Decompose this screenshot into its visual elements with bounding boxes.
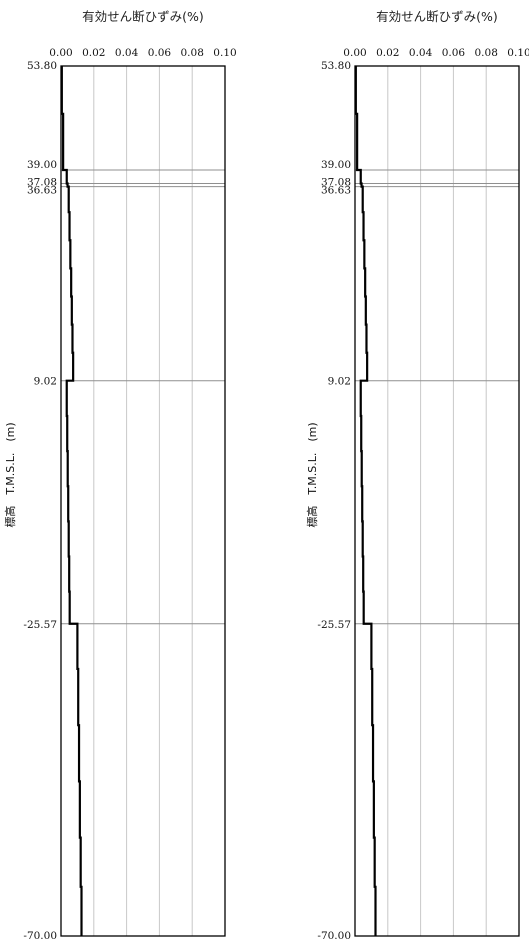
y-tick-label: 37.08 <box>27 176 57 188</box>
chart-title: 有効せん断ひずみ(%) <box>82 9 204 24</box>
x-tick-label: 0.02 <box>82 47 105 59</box>
x-tick-label: 0.00 <box>49 47 72 59</box>
y-tick-label: -70.00 <box>23 930 57 941</box>
x-tick-label: 0.08 <box>181 47 204 59</box>
y-tick-label: 39.00 <box>321 159 351 171</box>
plot-frame <box>354 65 520 937</box>
x-tick-label: 0.06 <box>148 47 172 59</box>
strain-profile-line <box>60 66 83 936</box>
y-tick-label: 39.00 <box>27 159 57 171</box>
chart-title: 有効せん断ひずみ(%) <box>376 9 498 24</box>
y-tick-label: 9.02 <box>328 376 351 388</box>
y-tick-label: -25.57 <box>317 619 351 631</box>
chart-panel-1: 有効せん断ひずみ(%) 0.00 0.02 0.04 0.06 0.08 0.10 53.80… <box>3 9 237 941</box>
y-axis-label: 標高 T.M.S.L. (m) <box>305 422 319 527</box>
y-tick-label: -70.00 <box>317 930 351 941</box>
plot-frame <box>60 65 226 937</box>
x-tick-label: 0.02 <box>376 47 399 59</box>
y-tick-label: 37.08 <box>321 176 351 188</box>
x-tick-label: 0.00 <box>343 47 366 59</box>
x-tick-label: 0.04 <box>115 47 139 59</box>
x-tick-label: 0.08 <box>475 47 498 59</box>
strain-profile-line <box>354 66 377 936</box>
y-tick-label: 36.63 <box>321 185 351 197</box>
x-tick-label: 0.04 <box>409 47 433 59</box>
y-tick-label: 53.80 <box>27 60 57 72</box>
y-tick-label: 53.80 <box>321 60 351 72</box>
x-tick-label: 0.06 <box>442 47 466 59</box>
y-tick-label: 9.02 <box>34 376 57 388</box>
x-tick-label: 0.10 <box>507 47 529 59</box>
x-tick-label: 0.10 <box>213 47 236 59</box>
y-axis-label: 標高 T.M.S.L. (m) <box>3 422 17 527</box>
y-tick-label: 36.63 <box>27 185 57 197</box>
y-tick-label: -25.57 <box>23 619 57 631</box>
chart-panel-2: 有効せん断ひずみ(%) 0.00 0.02 0.04 0.06 0.08 0.10 53.80… <box>305 9 529 941</box>
